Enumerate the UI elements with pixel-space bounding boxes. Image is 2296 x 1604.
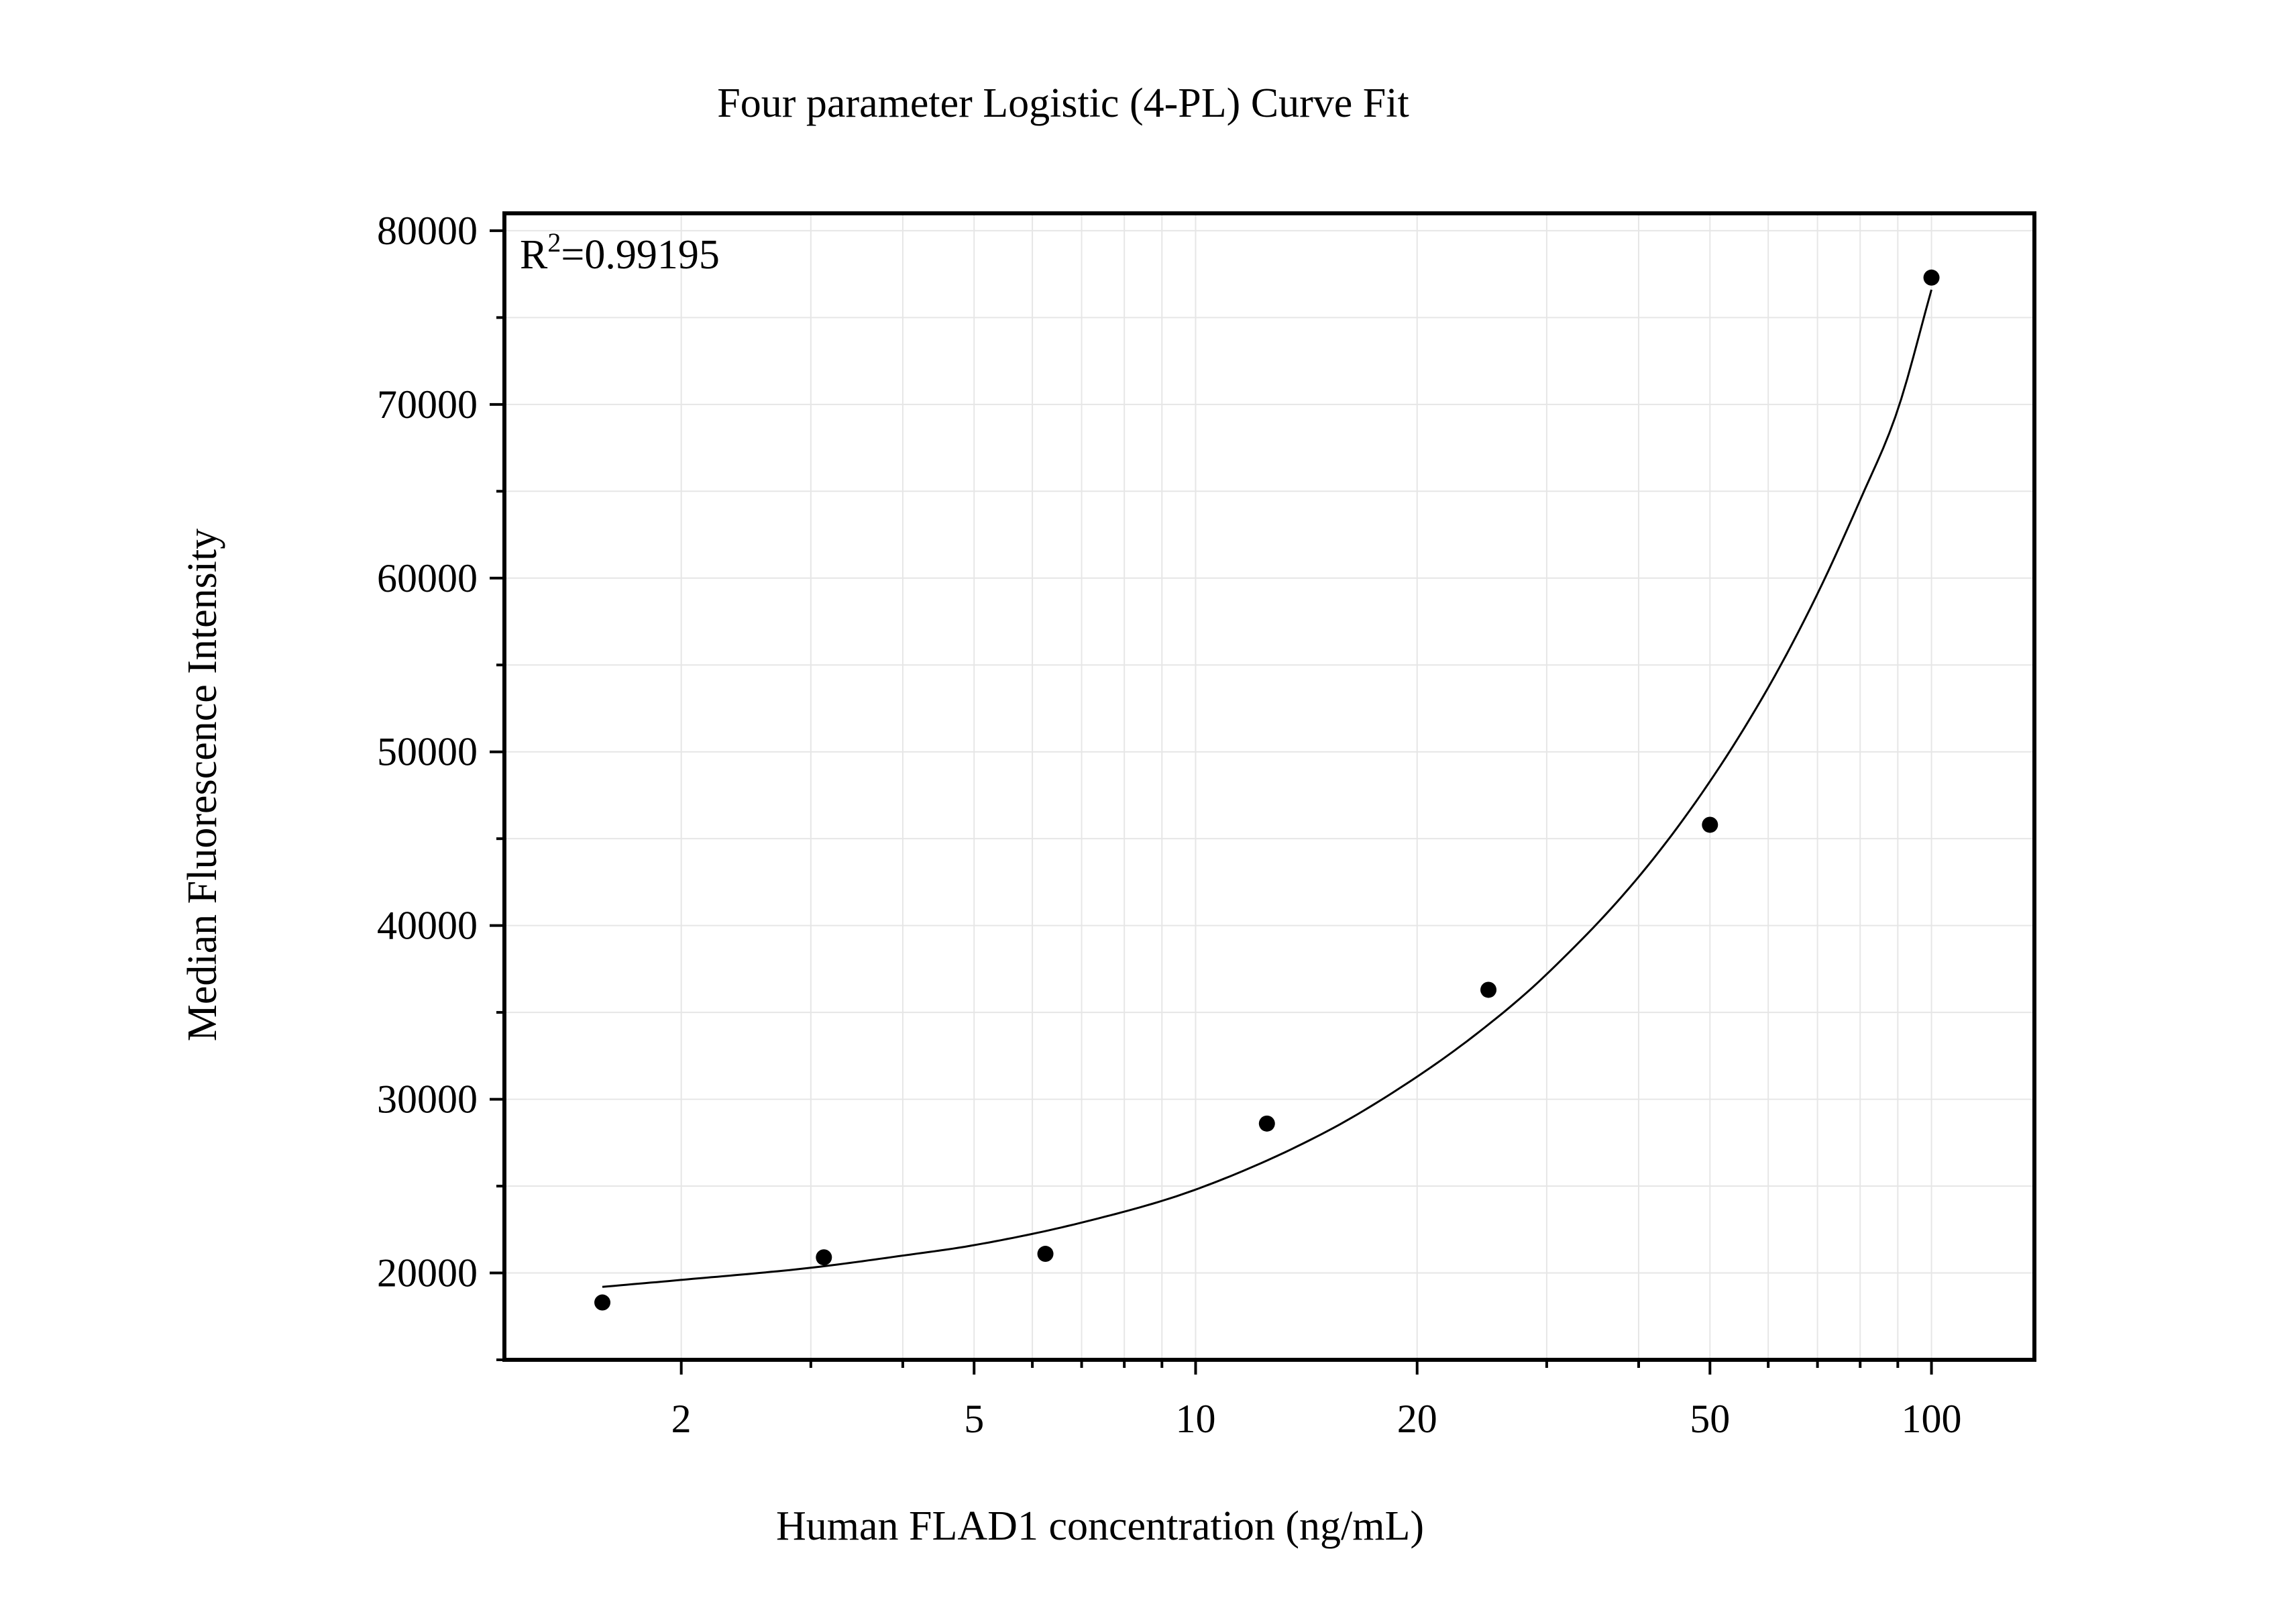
y-tick-label: 50000 — [377, 730, 478, 774]
x-tick-label: 100 — [1902, 1397, 1962, 1441]
y-tick-label: 70000 — [377, 382, 478, 427]
x-tick-label: 5 — [964, 1397, 984, 1441]
x-axis-label: Human FLAD1 concentration (ng/mL) — [776, 1503, 1424, 1549]
r-squared-value: =0.99195 — [561, 232, 719, 278]
x-tick-label: 10 — [1175, 1397, 1215, 1441]
r-squared-annotation: R2=0.99195 — [520, 227, 720, 278]
fit-curve-layer — [602, 289, 1932, 1288]
tick-labels: 2 5 10 20 50 100 20000 30000 40000 50000 60000 7000… — [377, 209, 1962, 1441]
data-point — [1480, 981, 1497, 998]
y-axis-label: Median Fluorescence Intensity — [180, 529, 225, 1041]
data-points — [594, 269, 1940, 1311]
y-tick-label: 80000 — [377, 209, 478, 253]
x-tick-label: 2 — [671, 1397, 692, 1441]
fit-curve — [602, 289, 1932, 1288]
axes — [490, 211, 2036, 1375]
grid — [504, 213, 2034, 1360]
r-squared-base: R — [520, 232, 548, 278]
data-point — [1923, 269, 1940, 286]
data-point — [1258, 1115, 1275, 1132]
data-point — [1702, 816, 1718, 833]
y-tick-label: 40000 — [377, 904, 478, 948]
chart-title: Four parameter Logistic (4-PL) Curve Fit — [717, 81, 1409, 126]
y-tick-label: 20000 — [377, 1251, 478, 1295]
plot-frame — [502, 211, 2036, 1362]
data-point — [594, 1294, 611, 1311]
x-tick-label: 20 — [1397, 1397, 1437, 1441]
data-point — [816, 1249, 832, 1266]
r-squared-superscript: 2 — [547, 227, 561, 258]
y-tick-label: 60000 — [377, 556, 478, 600]
data-point — [1037, 1246, 1054, 1263]
y-tick-label: 30000 — [377, 1077, 478, 1122]
x-tick-label: 50 — [1690, 1397, 1730, 1441]
